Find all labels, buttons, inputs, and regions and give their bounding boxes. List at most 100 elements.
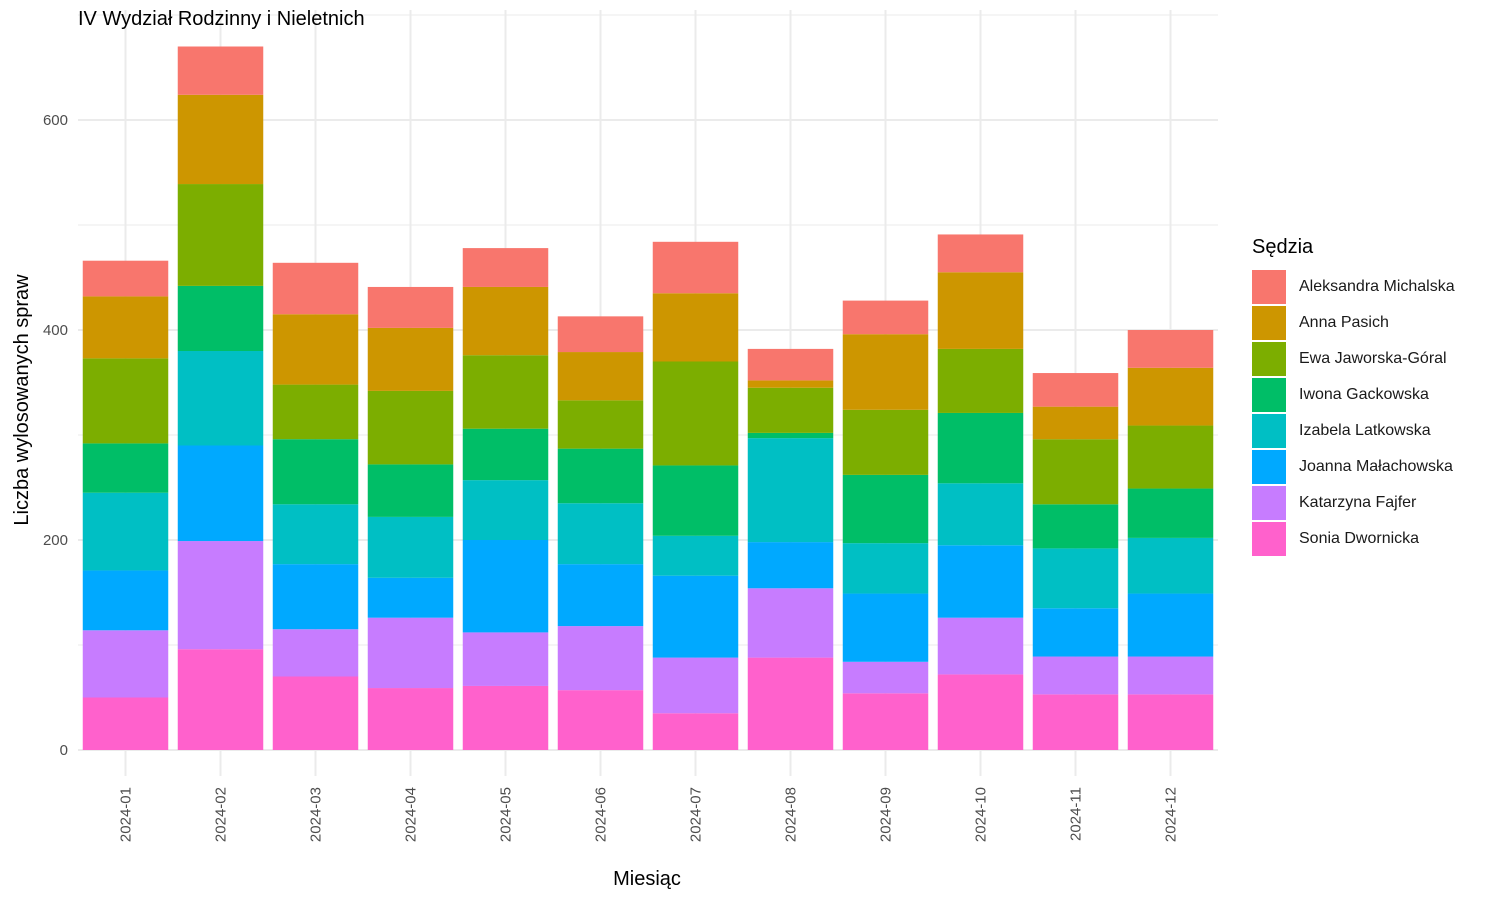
bar-segment <box>1032 656 1119 695</box>
bar-segment <box>1127 330 1214 368</box>
legend-item: Aleksandra Michalska <box>1252 269 1455 305</box>
bar-segment <box>652 535 739 576</box>
bar-segment <box>272 676 359 750</box>
bar-segment <box>1127 593 1214 657</box>
x-tick-label: 2024-09 <box>878 787 895 842</box>
bar-segment <box>177 184 264 286</box>
bar-segment <box>937 617 1024 675</box>
x-tick-label: 2024-12 <box>1163 787 1180 842</box>
bar-segment <box>747 348 834 381</box>
bar-segment <box>1127 488 1214 538</box>
legend-label: Katarzyna Fajfer <box>1299 494 1417 511</box>
bar-segment <box>367 286 454 328</box>
legend-item: Sonia Dwornicka <box>1252 521 1455 557</box>
legend-swatch <box>1252 486 1286 520</box>
bar-segment <box>367 464 454 517</box>
bar-segment <box>462 480 549 540</box>
bar-segment <box>842 334 929 410</box>
y-axis-title: Liczba wylosowanych spraw <box>11 274 33 526</box>
legend-swatch <box>1252 342 1286 376</box>
bar-segment <box>842 474 929 544</box>
bar-segment <box>557 316 644 353</box>
bar-segment <box>272 629 359 677</box>
bar-segment <box>272 564 359 630</box>
bar-segment <box>462 685 549 750</box>
legend-label: Anna Pasich <box>1299 314 1389 331</box>
x-tick-label: 2024-05 <box>498 787 515 842</box>
bar-segment <box>462 540 549 633</box>
bar-segment <box>652 361 739 466</box>
legend-item: Izabela Latkowska <box>1252 413 1455 449</box>
bar-segment <box>462 248 549 287</box>
bar-segment <box>937 483 1024 546</box>
x-tick-label: 2024-07 <box>688 787 705 842</box>
legend-label: Aleksandra Michalska <box>1299 278 1455 295</box>
y-tick-label: 0 <box>60 742 68 759</box>
bar-segment <box>82 492 169 571</box>
bar-segment <box>1032 548 1119 609</box>
legend-label: Joanna Małachowska <box>1299 458 1453 475</box>
bar-segment <box>652 241 739 294</box>
y-tick-label: 400 <box>43 322 68 339</box>
bar-segment <box>462 428 549 481</box>
bar-segment <box>747 657 834 750</box>
y-tick-label: 200 <box>43 532 68 549</box>
legend-swatch <box>1252 450 1286 484</box>
legend-label: Izabela Latkowska <box>1299 422 1431 439</box>
bar-segment <box>462 286 549 356</box>
bar-segment <box>82 296 169 359</box>
x-tick-label: 2024-10 <box>973 787 990 842</box>
bar-segment <box>557 503 644 565</box>
x-tick-label: 2024-04 <box>403 787 420 842</box>
bar-segment <box>937 272 1024 349</box>
bar-segment <box>652 657 739 714</box>
bar-segment <box>652 713 739 750</box>
bar-segment <box>557 448 644 504</box>
bar-segment <box>367 577 454 618</box>
bar-segment <box>367 390 454 465</box>
bar-segment <box>177 445 264 542</box>
bar-segment <box>842 543 929 594</box>
bar-segment <box>1032 608 1119 657</box>
legend-swatch <box>1252 522 1286 556</box>
bar-segment <box>557 352 644 401</box>
bar-segment <box>1127 694 1214 750</box>
bar-segment <box>842 409 929 475</box>
bar-segment <box>842 300 929 335</box>
bar-segment <box>747 438 834 543</box>
bar-segment <box>557 400 644 449</box>
bar-segment <box>842 593 929 662</box>
legend-label: Ewa Jaworska-Góral <box>1299 350 1447 367</box>
bar-segment <box>82 570 169 631</box>
chart-title: IV Wydział Rodzinny i Nieletnich <box>78 8 365 30</box>
x-tick-label: 2024-02 <box>213 787 230 842</box>
axis-ticks: 0 200 400 600 2024-01 2024-02 2024-03 2024-04 20… <box>43 112 1180 842</box>
legend-item: Anna Pasich <box>1252 305 1455 341</box>
legend-item: Iwona Gackowska <box>1252 377 1455 413</box>
bar-segment <box>1032 406 1119 440</box>
legend-label: Sonia Dwornicka <box>1299 530 1420 547</box>
legend-label: Iwona Gackowska <box>1299 386 1429 403</box>
bar-segment <box>937 348 1024 413</box>
legend-item: Ewa Jaworska-Góral <box>1252 341 1455 377</box>
legend-swatch <box>1252 306 1286 340</box>
bar-segment <box>937 234 1024 273</box>
legend-title: Sędzia <box>1252 236 1314 258</box>
bar-segment <box>367 617 454 689</box>
bar-segment <box>1127 367 1214 426</box>
bar-segment <box>272 504 359 565</box>
bar-segment <box>462 632 549 686</box>
legend-items: Aleksandra Michalska Anna Pasich Ewa Jawor… <box>1252 269 1455 557</box>
bar-segment <box>557 626 644 691</box>
legend-swatch <box>1252 414 1286 448</box>
bar-segment <box>177 541 264 650</box>
bar-segment <box>747 387 834 433</box>
bar-segment <box>272 384 359 440</box>
bar-segment <box>367 688 454 750</box>
bar-segment <box>747 588 834 658</box>
bar-segment <box>82 630 169 698</box>
bar-segment <box>462 355 549 429</box>
bar-segment <box>652 575 739 658</box>
bar-segment <box>557 564 644 627</box>
bar-segment <box>1127 537 1214 594</box>
